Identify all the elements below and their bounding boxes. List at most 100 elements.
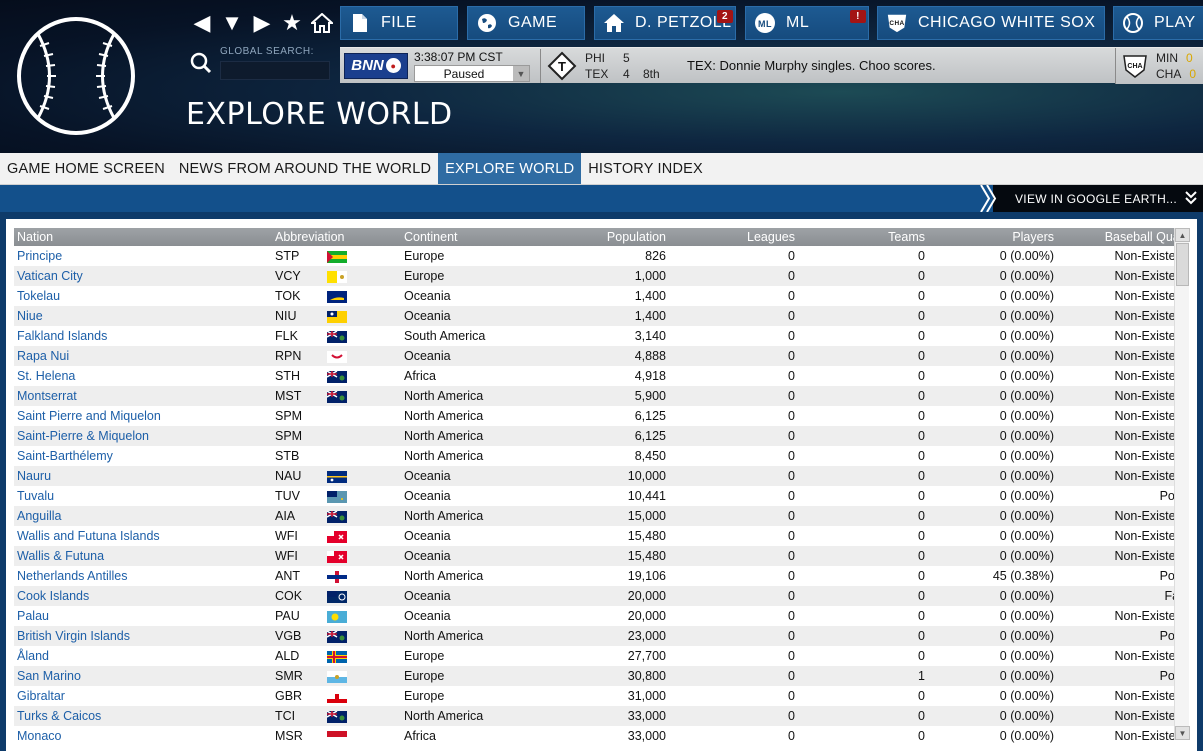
table-row[interactable]: Saint-Pierre & Miquelon SPM North America 6… xyxy=(14,426,1189,446)
nation-link[interactable]: Montserrat xyxy=(14,386,272,406)
file-menu-button[interactable]: FILE xyxy=(340,6,458,40)
scrollbar-thumb[interactable] xyxy=(1176,243,1189,286)
table-row[interactable]: Turks & Caicos TCI North America 33,000 0 0 0 … xyxy=(14,706,1189,726)
nation-link[interactable]: Principe xyxy=(17,249,63,263)
table-row[interactable]: Tokelau TOK Oceania 1,400 0 0 0 (0.00%) Non-Exi… xyxy=(14,286,1189,306)
global-search-input[interactable] xyxy=(220,61,330,80)
table-row[interactable]: Wallis & Futuna WFI Oceania 15,480 0 0 0 (0.00… xyxy=(14,546,1189,566)
table-row[interactable]: Netherlands Antilles ANT North America 19,1… xyxy=(14,566,1189,586)
manager-menu-button[interactable]: D. PETZOLL 2 xyxy=(594,6,736,40)
nation-link[interactable]: Monaco xyxy=(17,729,62,743)
other-game-score[interactable]: CHA MIN 0 CHA 0 xyxy=(1115,48,1203,84)
continent-cell: Europe xyxy=(404,249,445,263)
nation-link[interactable]: Falkland Islands xyxy=(17,329,108,343)
dropdown-arrow-icon[interactable]: ▼ xyxy=(221,10,243,35)
tab-game-home-screen[interactable]: GAME HOME SCREEN xyxy=(7,160,165,177)
play-button[interactable]: PLAY xyxy=(1113,6,1203,40)
table-row[interactable]: Saint-Barthélemy STB North America 8,450 0 0 0… xyxy=(14,446,1189,466)
tab-news-from-around-the-world[interactable]: NEWS FROM AROUND THE WORLD xyxy=(178,160,432,177)
home-icon xyxy=(603,12,625,34)
nation-link[interactable]: Saint-Pierre & Miquelon xyxy=(14,426,272,446)
table-row[interactable]: St. Helena STH Africa 4,918 0 0 0 (0.00%) Non-E… xyxy=(14,366,1189,386)
nation-link[interactable]: British Virgin Islands xyxy=(14,626,272,646)
table-row[interactable]: Niue NIU Oceania 1,400 0 0 0 (0.00%) Non-Existe… xyxy=(14,306,1189,326)
column-header-population[interactable]: Population xyxy=(541,228,669,246)
bnn-logo[interactable]: BNN ● xyxy=(344,52,408,79)
baseball-icon xyxy=(1122,12,1144,34)
table-row[interactable]: British Virgin Islands VGB North America 23… xyxy=(14,626,1189,646)
search-icon[interactable] xyxy=(190,52,212,74)
league-menu-button[interactable]: ML ML ! xyxy=(745,6,869,40)
leagues-cell: 0 xyxy=(669,346,798,366)
home-icon[interactable] xyxy=(310,9,334,37)
table-row[interactable]: Palau PAU Oceania 20,000 0 0 0 (0.00%) Non-Exis… xyxy=(14,606,1189,626)
leagues-cell: 0 xyxy=(788,649,795,663)
column-header-leagues[interactable]: Leagues xyxy=(669,228,798,246)
table-row[interactable]: Nauru NAU Oceania 10,000 0 0 0 (0.00%) Non-Exis… xyxy=(14,466,1189,486)
table-row[interactable]: Tuvalu TUV Oceania 10,441 0 0 0 (0.00%) Poor xyxy=(14,486,1189,506)
tab-history-index[interactable]: HISTORY INDEX xyxy=(588,160,703,177)
nation-link[interactable]: Tuvalu xyxy=(17,489,55,503)
nation-link[interactable]: Wallis & Futuna xyxy=(14,546,272,566)
column-header-teams[interactable]: Teams xyxy=(798,228,928,246)
nation-link[interactable]: San Marino xyxy=(14,666,272,686)
ticker-message[interactable]: TEX: Donnie Murphy singles. Choo scores. xyxy=(687,58,936,73)
nation-link[interactable]: Niue xyxy=(14,306,272,326)
star-icon[interactable]: ★ xyxy=(282,10,302,35)
nation-link[interactable]: Nauru xyxy=(14,466,272,486)
column-header-nation[interactable]: Nation xyxy=(14,228,272,246)
nation-link[interactable]: Rapa Nui xyxy=(14,346,272,366)
table-row[interactable]: Saint Pierre and Miquelon SPM North Americ… xyxy=(14,406,1189,426)
nation-link[interactable]: Gibraltar xyxy=(17,689,65,703)
svg-text:T: T xyxy=(558,59,566,74)
leagues-cell: 0 xyxy=(788,609,795,623)
column-header-players[interactable]: Players xyxy=(928,228,1057,246)
table-row[interactable]: Montserrat MST North America 5,900 0 0 0 (0.00… xyxy=(14,386,1189,406)
table-row[interactable]: Vatican City VCY Europe 1,000 0 0 0 (0.00%) Non… xyxy=(14,266,1189,286)
baseball-logo-icon[interactable] xyxy=(16,16,136,136)
table-body: Principe STP Europe 826 0 0 0 (0.00%) Non-Exist… xyxy=(14,246,1189,746)
google-earth-button[interactable]: VIEW IN GOOGLE EARTH... xyxy=(980,185,1203,212)
nation-link[interactable]: St. Helena xyxy=(17,369,76,383)
table-scrollbar[interactable]: ▲ ▼ xyxy=(1174,228,1190,740)
nation-link[interactable]: Wallis and Futuna Islands xyxy=(17,529,160,543)
table-row[interactable]: Rapa Nui RPN Oceania 4,888 0 0 0 (0.00%) Non-Ex… xyxy=(14,346,1189,366)
table-row[interactable]: San Marino SMR Europe 30,800 0 1 0 (0.00%) Poor xyxy=(14,666,1189,686)
nation-link[interactable]: Vatican City xyxy=(14,266,272,286)
nation-link[interactable]: Netherlands Antilles xyxy=(17,569,128,583)
nation-link[interactable]: Åland xyxy=(17,649,49,663)
live-scoreboard[interactable]: PHI 5 TEX 4 8th xyxy=(585,50,673,82)
nation-link[interactable]: Anguilla xyxy=(14,506,272,526)
baseball-quality-cell: Fair xyxy=(1057,586,1189,606)
population-cell: 33,000 xyxy=(541,706,669,726)
page-title: EXPLORE WORLD xyxy=(186,97,453,132)
forward-arrow-icon[interactable]: ▶ xyxy=(253,10,271,35)
table-row[interactable]: Falkland Islands FLK South America 3,140 0 0 0… xyxy=(14,326,1189,346)
column-header-abbreviation[interactable]: Abbreviation xyxy=(272,228,401,246)
scroll-up-icon[interactable]: ▲ xyxy=(1175,228,1190,242)
rangers-logo-icon[interactable]: T xyxy=(547,51,577,81)
back-arrow-icon[interactable]: ◀ xyxy=(193,10,211,35)
table-row[interactable]: Åland ALD Europe 27,700 0 0 0 (0.00%) Non-Exist… xyxy=(14,646,1189,666)
continent-cell: Oceania xyxy=(404,529,451,543)
game-menu-button[interactable]: GAME xyxy=(467,6,585,40)
scroll-down-icon[interactable]: ▼ xyxy=(1175,726,1190,740)
nation-link[interactable]: Turks & Caicos xyxy=(14,706,272,726)
column-header-continent[interactable]: Continent xyxy=(401,228,541,246)
leagues-cell: 0 xyxy=(669,466,798,486)
tab-explore-world[interactable]: EXPLORE WORLD xyxy=(438,153,582,184)
nation-link[interactable]: Cook Islands xyxy=(14,586,272,606)
table-row[interactable]: Principe STP Europe 826 0 0 0 (0.00%) Non-Exist… xyxy=(14,246,1189,266)
table-row[interactable]: Monaco MSR Africa 33,000 0 0 0 (0.00%) Non-Exis… xyxy=(14,726,1189,746)
table-row[interactable]: Wallis and Futuna Islands WFI Oceania 15,48… xyxy=(14,526,1189,546)
column-header-baseball-quality[interactable]: Baseball Qual. xyxy=(1057,228,1189,246)
table-row[interactable]: Gibraltar GBR Europe 31,000 0 0 0 (0.00%) Non-E… xyxy=(14,686,1189,706)
nation-link[interactable]: Palau xyxy=(17,609,49,623)
table-row[interactable]: Anguilla AIA North America 15,000 0 0 0 (0.00%… xyxy=(14,506,1189,526)
sim-status-dropdown[interactable]: Paused ▼ xyxy=(414,65,530,82)
nation-link[interactable]: Saint Pierre and Miquelon xyxy=(17,409,161,423)
nation-link[interactable]: Tokelau xyxy=(17,289,61,303)
team-menu-button[interactable]: CHA CHICAGO WHITE SOX xyxy=(877,6,1105,40)
nation-link[interactable]: Saint-Barthélemy xyxy=(17,449,113,463)
